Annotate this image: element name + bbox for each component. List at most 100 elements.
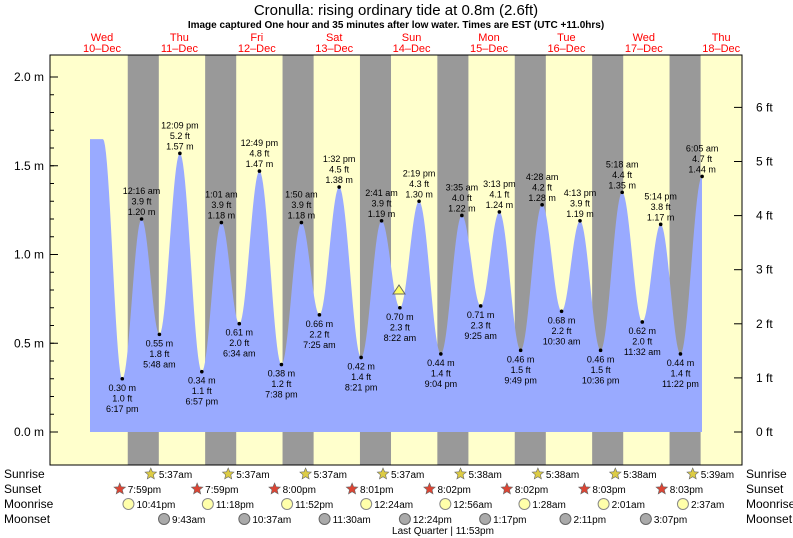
tide-label: 12:49 pm	[241, 138, 279, 148]
tide-point	[257, 169, 262, 173]
tide-label: 1:50 am	[285, 190, 318, 200]
tide-label: 4.7 ft	[692, 154, 713, 164]
tide-point	[658, 222, 663, 227]
moonset-icon	[479, 513, 492, 525]
sunrise-time: 5:37am	[391, 470, 424, 481]
chart-title: Cronulla: rising ordinary tide at 0.8m (…	[254, 2, 538, 19]
sunrise-icon	[299, 467, 313, 480]
y-left-tick-label: 2.0 m	[14, 70, 44, 84]
tide-label: 1.47 m	[246, 159, 274, 169]
tide-point	[460, 213, 464, 218]
sunset-icon	[190, 482, 204, 495]
moonrise-icon	[518, 498, 531, 510]
day-date: 14–Dec	[393, 43, 431, 55]
tide-label: 5:18 am	[606, 159, 639, 169]
tide-label: 3.9 ft	[211, 200, 232, 210]
tide-point	[379, 218, 384, 223]
tide-label: 9:49 pm	[504, 375, 537, 385]
tide-point	[578, 218, 582, 223]
tide-label: 2.3 ft	[390, 322, 411, 332]
moonset-icon	[398, 513, 411, 525]
tide-curve	[90, 139, 702, 432]
tide-label: 0.46 m	[507, 354, 535, 364]
tide-label: 0.46 m	[587, 354, 615, 364]
y-right-tick-label: 0 ft	[756, 425, 773, 439]
tide-label: 1.1 ft	[192, 386, 213, 396]
tide-label: 3.9 ft	[132, 197, 153, 207]
day-name: Sat	[326, 32, 343, 44]
tide-label: 6:34 am	[223, 349, 256, 359]
tide-label: 0.71 m	[467, 310, 495, 320]
tide-label: 1.4 ft	[431, 368, 452, 378]
sunset-icon	[500, 482, 514, 495]
moonset-time: 9:43am	[172, 515, 205, 526]
tide-label: 1.35 m	[608, 180, 636, 190]
tide-label: 2.0 ft	[632, 336, 653, 346]
tide-label: 8:21 pm	[345, 382, 378, 392]
moonrise-time: 2:37am	[691, 500, 724, 511]
tide-label: 10:30 am	[543, 336, 581, 346]
tide-point	[219, 220, 224, 225]
tide-label: 0.61 m	[226, 328, 254, 338]
day-name: Thu	[170, 32, 189, 44]
sunrise-icon	[454, 467, 467, 480]
tide-label: 0.38 m	[268, 369, 296, 379]
tide-label: 1.17 m	[647, 212, 675, 222]
sunrise-icon	[221, 467, 235, 480]
moonset-time: 1:17pm	[493, 515, 526, 526]
tide-label: 4.8 ft	[249, 149, 270, 159]
y-right-tick-label: 4 ft	[756, 209, 773, 223]
chart-subtitle: Image captured One hour and 35 minutes a…	[188, 20, 604, 31]
astro-row-label-left: Sunset	[4, 482, 42, 496]
tide-point	[700, 174, 704, 179]
y-right-tick-label: 6 ft	[756, 100, 773, 114]
tide-label: 4.0 ft	[452, 193, 473, 203]
current-level-marker	[392, 284, 406, 295]
y-left-tick-label: 1.5 m	[14, 159, 44, 173]
day-name: Mon	[478, 32, 499, 44]
moonrise-icon	[439, 498, 452, 510]
tide-label: 1.19 m	[368, 209, 396, 219]
sunset-icon	[345, 482, 359, 495]
moonrise-time: 12:56am	[453, 500, 492, 511]
tide-label: 4.4 ft	[612, 170, 633, 180]
water-area	[90, 139, 702, 432]
sunset-time: 8:03pm	[670, 485, 703, 496]
tide-label: 4:13 pm	[564, 188, 597, 198]
sunrise-time: 5:38am	[623, 470, 656, 481]
tide-point	[518, 348, 523, 353]
sunrise-icon	[608, 467, 622, 480]
day-date: 12–Dec	[238, 43, 276, 55]
tide-point	[299, 220, 304, 225]
tide-label: 10:36 pm	[582, 375, 620, 385]
sunset-icon	[577, 482, 591, 495]
tide-point	[439, 352, 443, 356]
moonset-icon	[559, 513, 572, 525]
tide-label: 1.20 m	[128, 207, 156, 217]
tide-point	[598, 348, 603, 353]
tide-label: 2.0 ft	[229, 338, 250, 348]
tide-label: 1.38 m	[325, 175, 353, 185]
day-name: Fri	[250, 32, 263, 44]
tide-label: 3.9 ft	[372, 198, 393, 208]
moonrise-time: 11:18pm	[216, 500, 254, 511]
tide-label: 3:35 am	[446, 182, 479, 192]
day-name: Tue	[557, 32, 576, 44]
tide-label: 12:16 am	[123, 186, 161, 196]
tide-label: 0.30 m	[109, 383, 137, 393]
tide-label: 1:01 am	[205, 190, 238, 200]
moonset-time: 2:11pm	[573, 515, 606, 526]
moonrise-icon	[360, 498, 373, 510]
tide-label: 1.24 m	[486, 200, 514, 210]
sunset-icon	[655, 482, 669, 495]
tide-point	[178, 151, 182, 156]
tide-label: 3.9 ft	[570, 198, 591, 208]
moonrise-time: 1:28am	[532, 500, 565, 511]
moonset-time: 3:07pm	[654, 515, 687, 526]
tide-label: 0.62 m	[629, 326, 657, 336]
day-date: 15–Dec	[470, 43, 508, 55]
tide-point	[398, 305, 402, 310]
y-left-tick-label: 0.0 m	[14, 425, 44, 439]
